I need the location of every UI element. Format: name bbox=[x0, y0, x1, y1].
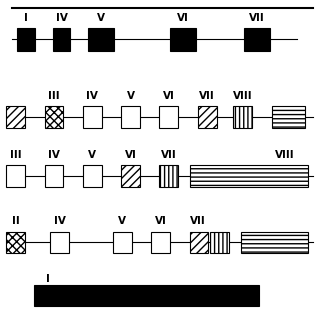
FancyBboxPatch shape bbox=[198, 106, 217, 128]
FancyBboxPatch shape bbox=[121, 106, 140, 128]
FancyBboxPatch shape bbox=[242, 232, 308, 253]
Text: IV: IV bbox=[53, 216, 65, 227]
FancyBboxPatch shape bbox=[272, 106, 306, 128]
FancyBboxPatch shape bbox=[121, 165, 140, 187]
Text: IV: IV bbox=[86, 91, 98, 101]
FancyBboxPatch shape bbox=[53, 28, 70, 51]
FancyBboxPatch shape bbox=[210, 232, 229, 253]
FancyBboxPatch shape bbox=[34, 285, 259, 306]
Text: VII: VII bbox=[161, 150, 177, 160]
FancyBboxPatch shape bbox=[88, 28, 114, 51]
Text: VII: VII bbox=[249, 13, 265, 23]
FancyBboxPatch shape bbox=[50, 232, 69, 253]
FancyBboxPatch shape bbox=[6, 232, 25, 253]
Text: VI: VI bbox=[125, 150, 137, 160]
FancyBboxPatch shape bbox=[170, 28, 196, 51]
FancyBboxPatch shape bbox=[44, 106, 63, 128]
Text: V: V bbox=[127, 91, 135, 101]
Text: III: III bbox=[10, 150, 21, 160]
FancyBboxPatch shape bbox=[233, 106, 252, 128]
FancyBboxPatch shape bbox=[83, 165, 102, 187]
Text: III: III bbox=[48, 91, 60, 101]
FancyBboxPatch shape bbox=[151, 232, 170, 253]
Text: II: II bbox=[12, 216, 20, 227]
Text: VIII: VIII bbox=[275, 150, 294, 160]
FancyBboxPatch shape bbox=[189, 232, 208, 253]
Text: V: V bbox=[118, 216, 126, 227]
Text: VI: VI bbox=[177, 13, 189, 23]
Text: VII: VII bbox=[199, 91, 215, 101]
FancyBboxPatch shape bbox=[6, 106, 25, 128]
FancyBboxPatch shape bbox=[83, 106, 102, 128]
FancyBboxPatch shape bbox=[159, 165, 178, 187]
FancyBboxPatch shape bbox=[159, 106, 178, 128]
FancyBboxPatch shape bbox=[6, 165, 25, 187]
FancyBboxPatch shape bbox=[244, 28, 270, 51]
Text: V: V bbox=[88, 150, 96, 160]
FancyBboxPatch shape bbox=[189, 165, 308, 187]
Text: VIII: VIII bbox=[233, 91, 252, 101]
Text: V: V bbox=[97, 13, 105, 23]
FancyBboxPatch shape bbox=[113, 232, 132, 253]
FancyBboxPatch shape bbox=[44, 165, 63, 187]
Text: IV: IV bbox=[48, 150, 60, 160]
Text: I: I bbox=[24, 13, 28, 23]
Text: IV: IV bbox=[56, 13, 68, 23]
Text: VI: VI bbox=[155, 216, 167, 227]
Text: VII: VII bbox=[190, 216, 205, 227]
FancyBboxPatch shape bbox=[17, 28, 35, 51]
Text: VI: VI bbox=[163, 91, 175, 101]
Text: I: I bbox=[46, 274, 50, 284]
